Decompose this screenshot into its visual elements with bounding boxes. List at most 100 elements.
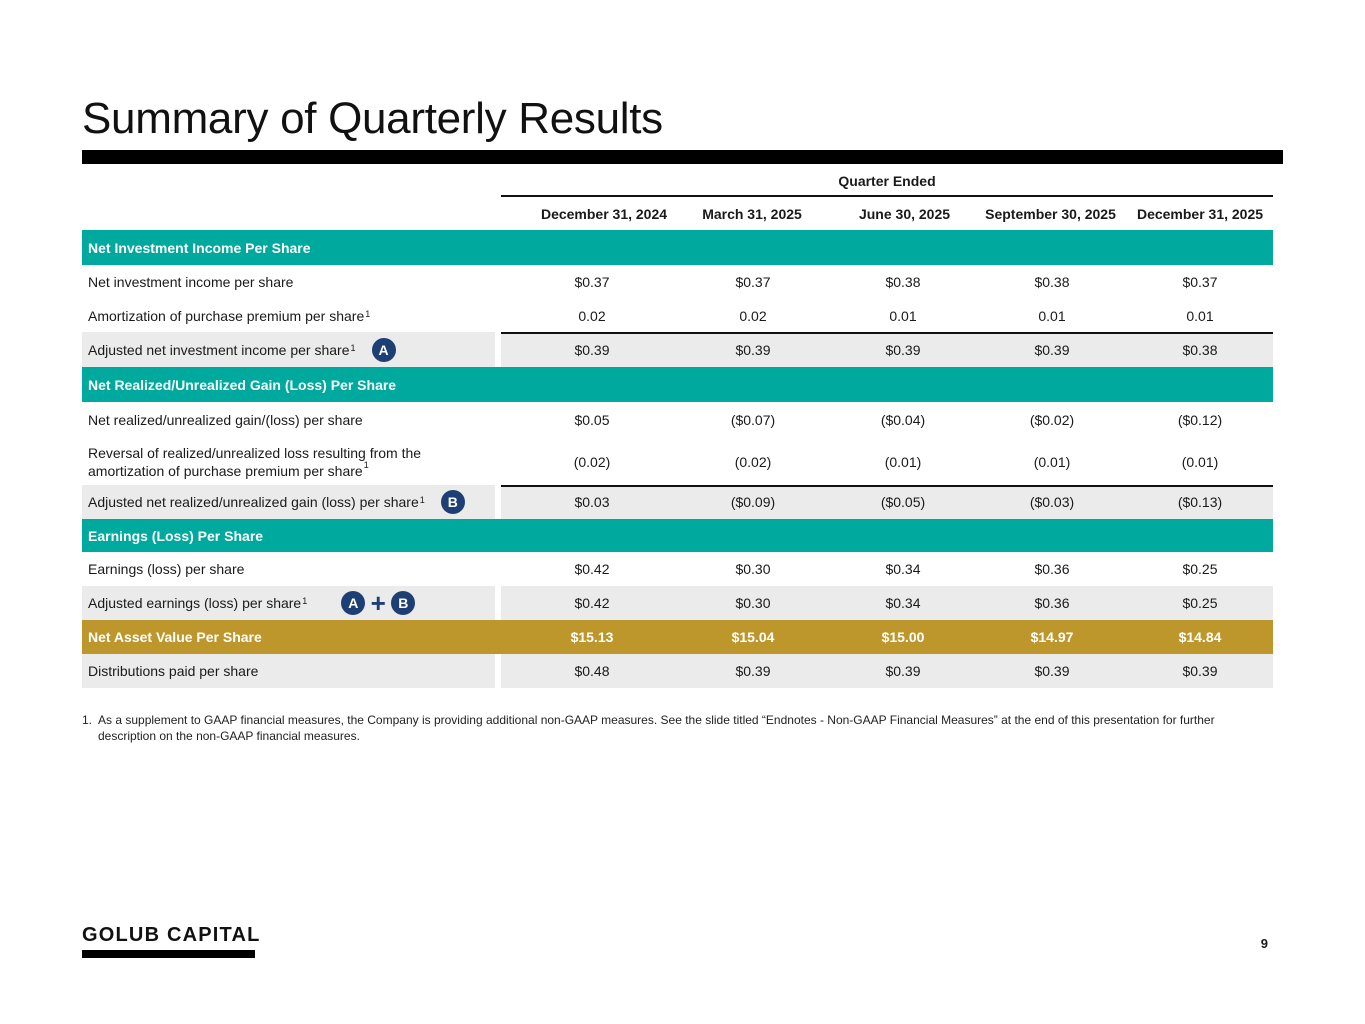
cell: 0.02 (578, 307, 606, 324)
table-row-nav: Net Asset Value Per Share $15.13 $15.04 … (82, 620, 1273, 654)
quarter-ended-rule (501, 195, 1273, 197)
row-label-text: Adjusted earnings (loss) per share (88, 595, 302, 611)
cell: ($0.02) (1029, 412, 1075, 428)
cell: $0.39 (1034, 341, 1070, 358)
table-row-adjusted-gain: Adjusted net realized/unrealized gain (l… (82, 485, 1273, 519)
column-header-row: December 31, 2024 March 31, 2025 June 30… (82, 198, 1273, 230)
cell: ($0.04) (880, 412, 926, 428)
quarter-ended-header: Quarter Ended (838, 173, 936, 189)
cell: (0.01) (884, 453, 922, 470)
cell: (0.01) (1181, 453, 1219, 470)
cell: $0.42 (574, 595, 610, 611)
row-label: Net investment income per share (88, 274, 294, 290)
cell: $0.03 (574, 494, 610, 510)
row-label-line1: Reversal of realized/unrealized loss res… (88, 444, 422, 461)
cell: (0.02) (734, 453, 772, 470)
section-header-nii: Net Investment Income Per Share (82, 230, 1273, 265)
cell: $0.34 (885, 595, 921, 611)
cell: $0.48 (574, 663, 610, 679)
badge-b: B (440, 490, 465, 514)
badge-b: B (391, 591, 416, 615)
table-row-adjusted-eps: Adjusted earnings (loss) per share 1 A + B $… (82, 586, 1273, 620)
table-row-distributions: Distributions paid per share $0.48 $0.39… (82, 654, 1273, 688)
cell: $0.25 (1182, 595, 1218, 611)
cell: 0.01 (889, 307, 917, 324)
cell: $0.39 (735, 663, 771, 679)
cell: $0.39 (574, 341, 610, 358)
row-label: Distributions paid per share (88, 663, 259, 679)
row-label: Net Asset Value Per Share (88, 629, 262, 645)
cell: ($0.09) (730, 494, 776, 510)
cell: $0.39 (735, 341, 771, 358)
company-logo: GOLUB CAPITAL (82, 924, 261, 946)
cell: ($0.05) (880, 494, 926, 510)
column-header: December 31, 2025 (1136, 206, 1264, 222)
page-title: Summary of Quarterly Results (82, 94, 663, 143)
section-title: Net Realized/Unrealized Gain (Loss) Per … (88, 376, 397, 393)
cell: $0.39 (885, 341, 921, 358)
column-header: September 30, 2025 (985, 206, 1116, 222)
table-row-adjusted-nii: Adjusted net investment income per share… (82, 332, 1273, 367)
footnote-number: 1. (82, 713, 93, 727)
section-header-gain: Net Realized/Unrealized Gain (Loss) Per … (82, 367, 1273, 402)
cell: $15.04 (731, 629, 775, 645)
row-label: Adjusted earnings (loss) per share 1 A + B (88, 588, 416, 618)
column-header: December 31, 2024 (540, 206, 668, 222)
cell: $0.39 (885, 663, 921, 679)
cell: $0.25 (1182, 561, 1218, 577)
title-rule (82, 150, 1283, 164)
cell: $0.30 (735, 595, 771, 611)
badge-a: A (371, 337, 396, 362)
cell: $14.97 (1030, 629, 1074, 645)
table-row: Amortization of purchase premium per sha… (82, 299, 1273, 332)
table-row: Net investment income per share $0.37 $0… (82, 265, 1273, 299)
plus-icon: + (370, 588, 386, 618)
cell: $0.05 (574, 412, 610, 428)
cell: 0.01 (1038, 307, 1066, 324)
section-title: Earnings (Loss) Per Share (88, 527, 264, 544)
cell: 0.01 (1186, 307, 1214, 324)
cell: $0.38 (885, 274, 921, 290)
cell: $15.13 (570, 629, 614, 645)
cell: $15.00 (881, 629, 925, 645)
cell: $14.84 (1178, 629, 1222, 645)
row-label: Adjusted net investment income per share… (88, 337, 396, 362)
cell: $0.37 (574, 274, 610, 290)
cell: $0.38 (1182, 341, 1218, 358)
cell: (0.02) (573, 453, 611, 470)
cell: $0.39 (1182, 663, 1218, 679)
column-header: June 30, 2025 (858, 206, 951, 222)
row-label-line2-wrap: amortization of purchase premium per sha… (88, 459, 369, 480)
footnote-ref: 1 (363, 459, 369, 470)
cell: $0.38 (1034, 274, 1070, 290)
cell: $0.37 (735, 274, 771, 290)
cell: $0.36 (1034, 561, 1070, 577)
row-label: Amortization of purchase premium per sha… (88, 307, 371, 324)
cell: ($0.12) (1177, 412, 1223, 428)
row-label-text: Adjusted net realized/unrealized gain (l… (88, 494, 419, 510)
cell: $0.36 (1034, 595, 1070, 611)
row-label-text: Amortization of purchase premium per sha… (88, 307, 365, 324)
cell: $0.34 (885, 561, 921, 577)
table-row: Net realized/unrealized gain/(loss) per … (82, 402, 1273, 438)
cell: 0.02 (739, 307, 767, 324)
section-title: Net Investment Income Per Share (88, 239, 311, 256)
cell: $0.39 (1034, 663, 1070, 679)
cell: ($0.13) (1177, 494, 1223, 510)
cell: ($0.07) (730, 412, 776, 428)
row-label: Adjusted net realized/unrealized gain (l… (88, 490, 465, 514)
row-label-line2: amortization of purchase premium per sha… (88, 462, 363, 479)
row-label: Net realized/unrealized gain/(loss) per … (88, 412, 363, 428)
cell: (0.01) (1033, 453, 1071, 470)
cell: $0.30 (735, 561, 771, 577)
logo-bar (82, 950, 255, 958)
footnote-text: As a supplement to GAAP financial measur… (98, 713, 1215, 743)
cell: $0.37 (1182, 274, 1218, 290)
cell: ($0.03) (1029, 494, 1075, 510)
badge-a: A (341, 591, 366, 615)
row-label-text: Adjusted net investment income per share (88, 341, 350, 358)
section-header-eps: Earnings (Loss) Per Share (82, 519, 1273, 552)
column-header: March 31, 2025 (702, 206, 802, 222)
page-number: 9 (1260, 936, 1268, 951)
footnote: 1. As a supplement to GAAP financial mea… (82, 712, 1267, 744)
